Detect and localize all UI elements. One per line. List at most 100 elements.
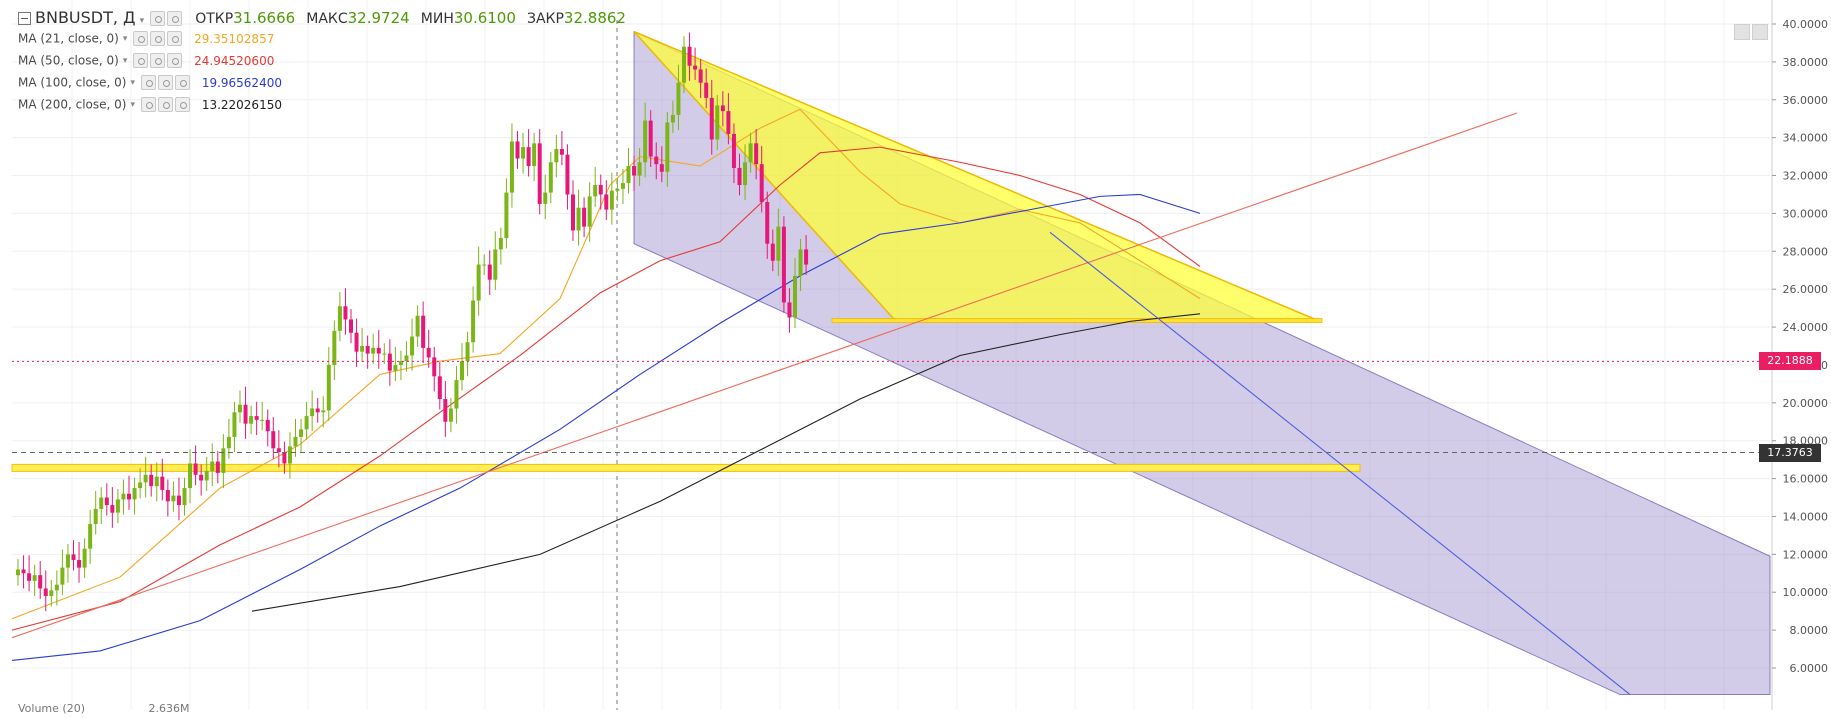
candle-body <box>287 446 292 464</box>
candle-body <box>43 588 48 597</box>
candle-body <box>332 330 337 365</box>
ohlc-close-label: ЗАКР <box>526 11 564 27</box>
chevron-down-icon[interactable]: ▾ <box>122 33 128 44</box>
candle-body <box>371 347 376 354</box>
candle-body <box>743 162 748 185</box>
chevron-down-icon[interactable]: ▾ <box>130 77 135 88</box>
candle-body <box>626 166 631 184</box>
close-icon[interactable] <box>167 53 183 68</box>
indicator-label: MA (21, close, 0) <box>18 31 119 46</box>
candle-body <box>798 249 803 276</box>
chevron-down-icon[interactable]: ▾ <box>139 16 145 26</box>
overlay-lines <box>11 112 1770 695</box>
ohlc-low-label: МИН <box>420 11 454 27</box>
candle-body <box>460 361 464 381</box>
ohlc-low-value: 30.6100 <box>453 9 516 27</box>
candle-body <box>687 46 692 66</box>
volume-label: Volume (20) <box>18 702 85 715</box>
candle-body <box>232 412 237 437</box>
rising-trendline <box>11 112 1518 639</box>
candle-body <box>16 569 20 576</box>
price-tick-label: 10.0000 <box>1783 586 1829 599</box>
candle-body <box>648 120 653 157</box>
candle-body <box>299 429 304 437</box>
price-tick-label: 30.0000 <box>1783 207 1829 220</box>
settings-icon[interactable] <box>150 53 166 68</box>
symbol-row: BNBUSDT, Д ▾ ОТКР31.6666 МАКС32.9724 МИН3… <box>0 8 626 28</box>
price-tick-label: 36.0000 <box>1783 94 1829 107</box>
close-icon[interactable] <box>174 97 190 112</box>
price-tick-label: 20.0000 <box>1783 397 1829 410</box>
candle-body <box>354 332 359 352</box>
candle-body <box>54 584 59 591</box>
price-tick-label: 38.0000 <box>1783 56 1829 69</box>
indicator-label: MA (200, close, 0) <box>18 97 127 112</box>
settings-icon[interactable] <box>157 97 173 112</box>
candle-body <box>215 461 220 473</box>
eye-icon[interactable] <box>150 11 166 26</box>
eye-icon[interactable] <box>140 97 156 112</box>
chart-drawings <box>11 30 1771 696</box>
eye-icon[interactable] <box>133 53 149 68</box>
price-tick-label: 12.0000 <box>1783 548 1829 561</box>
eye-icon[interactable] <box>133 31 149 46</box>
candle-body <box>49 590 54 597</box>
candle-body <box>132 488 137 500</box>
settings-icon[interactable] <box>150 31 166 46</box>
candle-body <box>82 548 87 568</box>
candle-body <box>199 474 204 481</box>
candle-body <box>515 141 520 159</box>
candle-body <box>349 319 353 333</box>
price-tick-label: 8.0000 <box>1790 624 1829 637</box>
candle-body <box>498 238 503 250</box>
chart-corner-buttons <box>1734 24 1770 44</box>
candle-body <box>693 65 698 70</box>
indicator-ma50[interactable]: MA (50, close, 0) ▾ 24.94520600 <box>18 51 274 69</box>
chevron-down-icon[interactable]: ▾ <box>122 55 128 66</box>
candle-body <box>127 493 131 500</box>
close-icon[interactable] <box>167 31 183 46</box>
candle-body <box>682 46 686 83</box>
candle-body <box>465 342 470 362</box>
indicator-ma200[interactable]: MA (200, close, 0) ▾ 13.22026150 <box>18 95 282 113</box>
candle-body <box>615 188 620 191</box>
candle-body <box>310 408 315 417</box>
candle-body <box>604 194 609 210</box>
indicator-ma100[interactable]: MA (100, close, 0) ▾ 19.96562400 <box>18 73 282 91</box>
candle-body <box>804 249 809 265</box>
settings-icon[interactable] <box>167 11 183 26</box>
candle-body <box>698 69 703 83</box>
candle-body <box>776 226 781 261</box>
settings-icon[interactable] <box>157 75 173 90</box>
indicator-ma21[interactable]: MA (21, close, 0) ▾ 29.35102857 <box>18 29 274 47</box>
scroll-down-icon[interactable] <box>1752 24 1768 40</box>
candle-body <box>543 192 548 204</box>
collapse-icon[interactable] <box>18 12 31 25</box>
ohlc-high-value: 32.9724 <box>347 9 410 27</box>
ohlc-close-value: 32.8862 <box>563 9 626 27</box>
candle-body <box>754 143 759 165</box>
candle-body <box>432 357 437 377</box>
indicator-value: 13.22026150 <box>201 97 282 112</box>
price-tick-label: 14.0000 <box>1783 510 1829 523</box>
candle-body <box>326 364 331 411</box>
eye-icon[interactable] <box>140 75 156 90</box>
candle-body <box>249 416 254 424</box>
candle-body <box>609 190 614 210</box>
chevron-down-icon[interactable]: ▾ <box>130 99 135 110</box>
scroll-up-icon[interactable] <box>1734 24 1750 40</box>
candle-body <box>737 167 742 185</box>
close-icon[interactable] <box>174 75 190 90</box>
indicator-value: 19.96562400 <box>201 75 282 90</box>
ohlc-open-label: ОТКР <box>195 11 234 27</box>
candle-body <box>77 560 82 568</box>
candle-body <box>554 149 559 163</box>
candles <box>16 32 809 612</box>
moving-averages <box>11 108 1201 661</box>
candle-body <box>598 185 603 195</box>
candle-body <box>632 166 637 176</box>
symbol-title: BNBUSDT, Д <box>35 8 136 27</box>
candle-body <box>99 497 104 509</box>
candle-body <box>571 194 575 231</box>
